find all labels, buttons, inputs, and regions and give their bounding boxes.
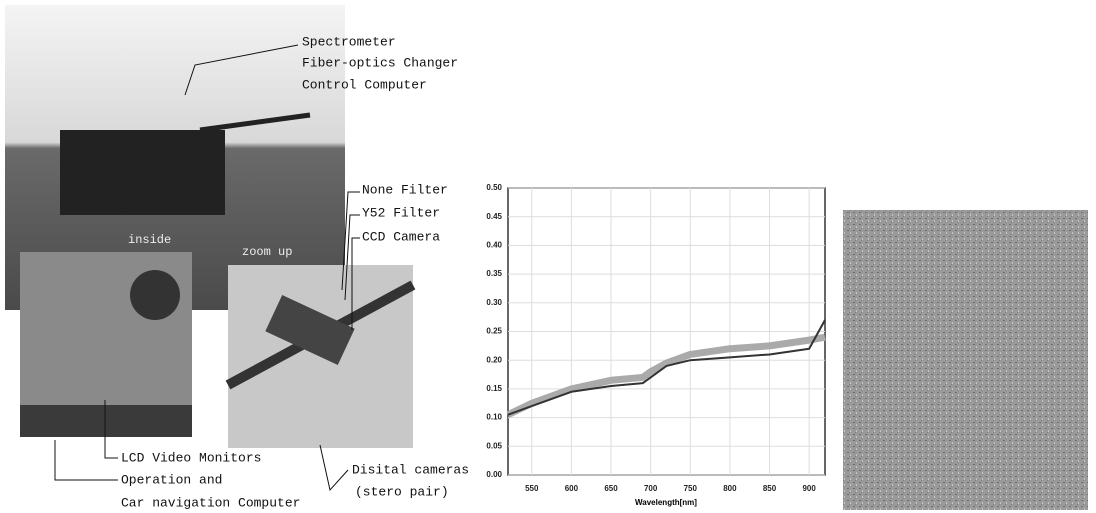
x-tick-label: 600 [565, 484, 579, 493]
label: Spectrometer [302, 34, 396, 49]
label: Control Computer [302, 77, 427, 92]
x-tick-label: 650 [604, 484, 618, 493]
label: (stero pair) [355, 484, 449, 499]
leader [54, 440, 118, 481]
x-tick-label: 900 [802, 484, 816, 493]
x-tick-label: 750 [684, 484, 698, 493]
y-tick-label: 0.15 [486, 384, 502, 393]
label: inside [128, 233, 171, 247]
label: Disital cameras [352, 462, 469, 477]
leader [184, 44, 299, 96]
label: Car navigation Computer [121, 495, 300, 510]
dashboard [20, 405, 192, 437]
person [130, 270, 180, 320]
label: Fiber-optics Changer [302, 55, 458, 70]
y-tick-label: 0.30 [486, 298, 502, 307]
ground-texture [843, 210, 1088, 510]
y-tick-label: 0.05 [486, 441, 502, 450]
series-line [507, 319, 826, 416]
x-tick-label: 550 [525, 484, 539, 493]
boom [199, 112, 311, 133]
label: Operation and [121, 472, 222, 487]
x-tick-label: 850 [763, 484, 777, 493]
y-tick-label: 0.20 [486, 355, 502, 364]
y-tick-label: 0.25 [486, 327, 502, 336]
x-tick-label: 700 [644, 484, 658, 493]
leader [344, 214, 360, 301]
leader [319, 444, 349, 492]
label: CCD Camera [362, 229, 440, 244]
y-tick-label: 0.40 [486, 241, 502, 250]
leader [104, 400, 118, 459]
label: Y52 Filter [362, 205, 440, 220]
vehicle-shape [60, 130, 225, 215]
label: None Filter [362, 182, 448, 197]
leader [341, 191, 360, 291]
leader [351, 237, 360, 330]
y-tick-label: 0.45 [486, 212, 502, 221]
y-tick-label: 0.00 [486, 470, 502, 479]
y-tick-label: 0.50 [486, 183, 502, 192]
x-tick-label: 800 [723, 484, 737, 493]
label: LCD Video Monitors [121, 450, 261, 465]
series-line [506, 333, 826, 418]
y-tick-label: 0.35 [486, 269, 502, 278]
camera-box [265, 294, 355, 366]
y-tick-label: 0.10 [486, 413, 502, 422]
label: zoom up [242, 245, 292, 259]
x-axis-label: Wavelength[nm] [635, 498, 697, 507]
